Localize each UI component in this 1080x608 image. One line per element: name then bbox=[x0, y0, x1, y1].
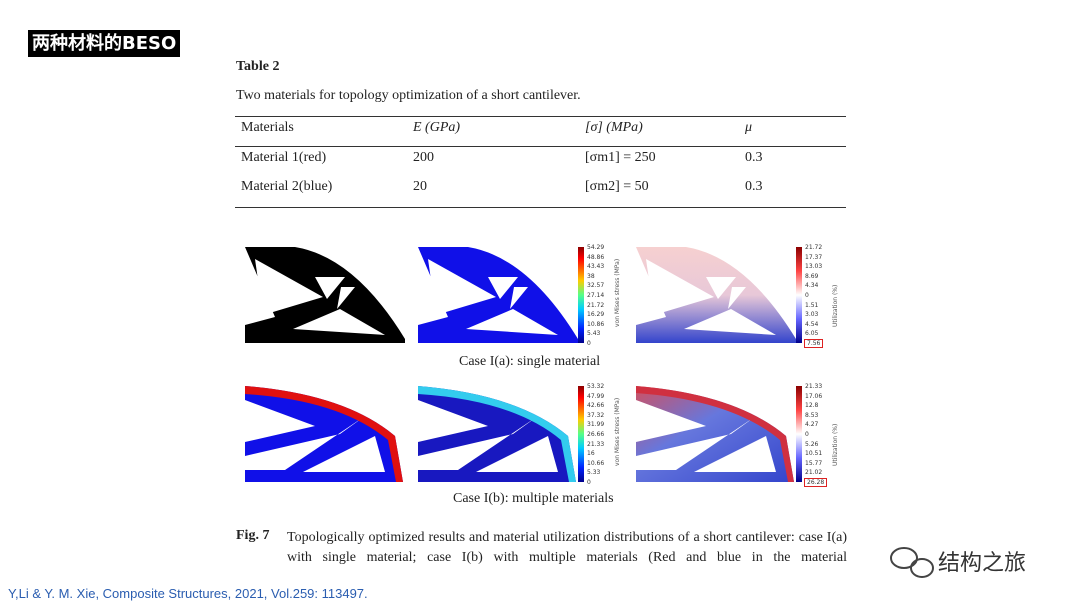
case-caption: Case I(b): multiple materials bbox=[453, 491, 614, 506]
colorbar-label: 7.56 bbox=[803, 339, 824, 348]
colorbar-label: 21.02 bbox=[805, 469, 823, 477]
colorbar-label: 15.77 bbox=[805, 459, 823, 467]
colorbar-label: 8.53 bbox=[805, 411, 819, 419]
table-rule bbox=[235, 116, 846, 117]
table-cell: 20 bbox=[413, 179, 427, 194]
colorbar-label: 1.51 bbox=[805, 301, 819, 309]
colorbar-label: 12.8 bbox=[805, 402, 819, 410]
colorbar-title: Utilization (%) bbox=[832, 423, 839, 466]
colorbar-label: 48.86 bbox=[587, 253, 605, 261]
table-cell: [σm1] = 250 bbox=[585, 150, 656, 165]
colorbar-label: 17.06 bbox=[805, 392, 823, 400]
table-rule bbox=[235, 207, 846, 208]
colorbar-label: 5.43 bbox=[587, 330, 601, 338]
table-cell: 200 bbox=[413, 150, 434, 165]
colorbar-label: 26.66 bbox=[587, 431, 605, 438]
colorbar-label: 21.72 bbox=[805, 244, 823, 251]
colorbar-label: 43.43 bbox=[587, 263, 605, 271]
colorbar-label: 10.51 bbox=[805, 450, 823, 458]
colorbar-label: 6.05 bbox=[805, 330, 819, 338]
colorbar-title: von Mises stress (MPa) bbox=[614, 258, 621, 327]
colorbar-label: 10.86 bbox=[587, 320, 605, 328]
colorbar-label: 17.37 bbox=[805, 253, 823, 261]
colorbar-label: 0 bbox=[587, 479, 591, 486]
colorbar-label: 16 bbox=[587, 450, 595, 458]
figure-caption: Topologically optimized results and mate… bbox=[287, 530, 847, 565]
colorbar-label: 21.72 bbox=[587, 301, 605, 309]
table-header-cell: E (GPa) bbox=[413, 120, 461, 135]
colorbar-label: 0 bbox=[805, 431, 809, 438]
colorbar bbox=[796, 386, 802, 482]
colorbar-label: 8.69 bbox=[805, 272, 819, 280]
table-cell: 0.3 bbox=[745, 150, 763, 165]
table-header-cell: μ bbox=[745, 120, 753, 135]
colorbar-label: 54.29 bbox=[587, 244, 605, 251]
table-header-cell: [σ] (MPa) bbox=[585, 120, 643, 135]
citation: Y,Li & Y. M. Xie, Composite Structures, … bbox=[8, 586, 368, 601]
colorbar-label: 5.33 bbox=[587, 469, 601, 477]
table-cell: 0.3 bbox=[745, 179, 763, 194]
colorbar-label: 10.66 bbox=[587, 459, 605, 467]
colorbar-label: 0 bbox=[587, 340, 591, 347]
figure-label: Fig. 7 bbox=[236, 528, 270, 543]
colorbar-title: Utilization (%) bbox=[832, 284, 839, 327]
colorbar-label: 0 bbox=[805, 292, 809, 299]
colorbar-label: 32.57 bbox=[587, 282, 605, 290]
colorbar-label: 37.32 bbox=[587, 411, 605, 419]
table-cell: Material 2(blue) bbox=[241, 179, 333, 194]
colorbar-label: 5.26 bbox=[805, 440, 819, 448]
table-rule bbox=[235, 146, 846, 147]
colorbar-label: 42.66 bbox=[587, 402, 605, 410]
slide-title: 两种材料的BESO bbox=[28, 30, 181, 57]
colorbar-label: 4.27 bbox=[805, 421, 819, 429]
watermark: 结构之旅 bbox=[938, 551, 1027, 576]
colorbar-label: 3.03 bbox=[805, 311, 819, 319]
colorbar-label: 21.33 bbox=[805, 383, 823, 390]
table-caption: Two materials for topology optimization … bbox=[236, 88, 581, 103]
colorbar-label: 4.54 bbox=[805, 320, 819, 328]
colorbar-label: 13.03 bbox=[805, 263, 823, 271]
colorbar bbox=[578, 247, 584, 343]
table-cell: [σm2] = 50 bbox=[585, 179, 649, 194]
colorbar-label: 27.14 bbox=[587, 292, 605, 299]
table-label: Table 2 bbox=[236, 59, 280, 74]
case-caption: Case I(a): single material bbox=[459, 354, 601, 369]
colorbar bbox=[578, 386, 584, 482]
table-cell: Material 1(red) bbox=[241, 150, 327, 165]
colorbar-label: 47.99 bbox=[587, 392, 605, 400]
colorbar-label: 26.28 bbox=[803, 478, 828, 487]
colorbar-label: 16.29 bbox=[587, 311, 605, 319]
table-header-cell: Materials bbox=[241, 120, 294, 135]
colorbar-label: 21.33 bbox=[587, 440, 605, 448]
colorbar-title: von Mises stress (MPa) bbox=[614, 397, 621, 466]
colorbar-label: 53.32 bbox=[587, 383, 605, 390]
colorbar bbox=[796, 247, 802, 343]
colorbar-label: 4.34 bbox=[805, 282, 819, 290]
colorbar-label: 38 bbox=[587, 272, 595, 280]
colorbar-label: 31.99 bbox=[587, 421, 605, 429]
